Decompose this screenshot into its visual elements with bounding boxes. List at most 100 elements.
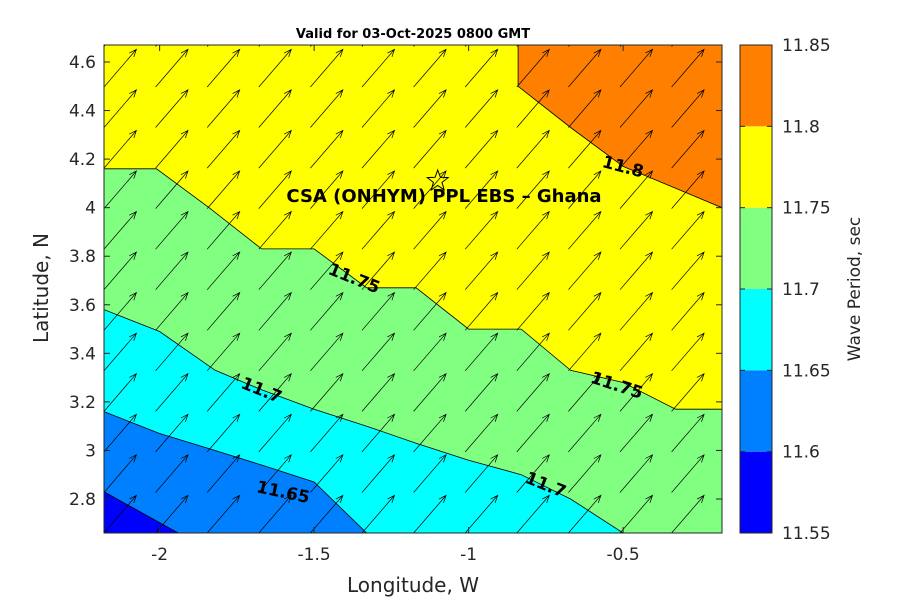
vector-arrow: [206, 291, 241, 331]
vector-arrow: [671, 413, 705, 453]
y-tick-label: 4: [85, 199, 96, 219]
vector-arrow: [516, 413, 550, 453]
vector-arrow: [413, 291, 447, 331]
colorbar-tick-label: 11.8: [782, 117, 820, 137]
vector-arrow: [155, 48, 189, 88]
vector-arrow: [310, 291, 344, 331]
vector-arrow: [310, 48, 344, 88]
vector-arrow: [568, 372, 602, 412]
vector-arrow: [619, 413, 654, 453]
vector-arrow: [464, 413, 499, 453]
vector-arrow: [413, 413, 447, 453]
vector-arrow: [671, 45, 674, 47]
colorbar-band: [740, 207, 772, 289]
vector-arrow: [206, 372, 241, 412]
y-tick-label: 3.4: [69, 344, 96, 364]
vector-arrow: [619, 494, 654, 533]
vector-arrow: [104, 291, 138, 331]
x-tick-label: -1: [460, 545, 477, 565]
vector-arrow: [206, 48, 241, 88]
vector-arrow: [104, 45, 106, 47]
vector-arrow: [619, 332, 654, 372]
vector-arrow: [258, 45, 261, 47]
vector-arrow: [206, 251, 241, 290]
vector-arrow: [310, 494, 344, 533]
vector-arrow: [516, 48, 550, 88]
wave-direction-vectors: [104, 9, 756, 533]
vector-arrow: [516, 291, 550, 331]
colorbar-tick-label: 11.6: [782, 443, 820, 463]
vector-arrow: [310, 332, 344, 372]
vector-arrow: [361, 170, 396, 209]
vector-arrow: [155, 210, 189, 250]
y-tick-label: 3.8: [69, 247, 96, 267]
vector-arrow: [104, 454, 138, 493]
colorbar-tick-label: 11.65: [782, 361, 831, 381]
vector-arrow: [671, 89, 705, 128]
y-tick-label: 4.2: [69, 150, 96, 170]
vector-arrow: [413, 454, 447, 493]
vector-arrow: [619, 210, 654, 250]
vector-arrow: [155, 45, 158, 47]
colorbar-tick-label: 11.75: [782, 199, 831, 219]
vector-arrow: [155, 170, 189, 209]
site-star-marker: [425, 168, 450, 192]
vector-arrow: [104, 332, 138, 372]
vector-arrow: [258, 332, 292, 372]
site-label: CSA (ONHYM) PPL EBS – Ghana: [286, 186, 601, 207]
vector-arrow: [155, 89, 189, 128]
vector-arrow: [568, 210, 602, 250]
vector-arrow: [568, 48, 602, 88]
vector-arrow: [206, 170, 241, 209]
vector-arrow: [361, 372, 396, 412]
vector-arrow: [361, 413, 396, 453]
vector-arrow: [413, 372, 447, 412]
vector-arrow: [671, 372, 705, 412]
colorbar-band: [740, 126, 772, 208]
vector-arrow: [155, 251, 189, 290]
vector-arrow: [258, 413, 292, 453]
vector-arrow: [155, 413, 189, 453]
vector-arrow: [516, 494, 550, 533]
vector-arrow: [568, 45, 571, 47]
vector-arrow: [258, 89, 292, 128]
vector-arrow: [413, 251, 447, 290]
vector-arrow: [104, 251, 138, 290]
vector-arrow: [671, 129, 705, 169]
vector-arrow: [206, 332, 241, 372]
vector-arrow: [671, 454, 705, 493]
vector-arrow: [671, 494, 705, 533]
vector-arrow: [104, 210, 138, 250]
vector-arrow: [258, 251, 292, 290]
vector-arrow: [206, 413, 241, 453]
y-tick-label: 2.8: [69, 490, 96, 510]
vector-arrow: [619, 454, 654, 493]
vector-arrow: [104, 413, 138, 453]
colorbar-band: [740, 289, 772, 371]
vector-arrow: [516, 210, 550, 250]
vector-arrow: [155, 372, 189, 412]
colorbar-band: [740, 370, 772, 452]
vector-arrow: [568, 291, 602, 331]
vector-arrow: [310, 454, 344, 493]
vector-arrow: [516, 129, 550, 169]
vector-arrow: [155, 129, 189, 169]
vector-arrow: [310, 372, 344, 412]
vector-arrow: [723, 9, 756, 47]
vector-arrow: [619, 251, 654, 290]
vector-arrow: [516, 372, 550, 412]
vector-arrow: [361, 291, 396, 331]
vector-arrow: [413, 48, 447, 88]
vector-arrow: [310, 251, 344, 290]
vector-arrow: [619, 45, 622, 47]
x-axis-label: Longitude, W: [347, 573, 479, 597]
vector-arrow: [516, 332, 550, 372]
vector-arrow: [671, 251, 705, 290]
vector-arrow: [104, 89, 138, 128]
vector-arrow: [155, 494, 189, 533]
vector-arrow: [516, 454, 550, 493]
y-tick-label: 4.4: [69, 102, 96, 122]
vector-arrow: [568, 129, 602, 169]
vector-arrow: [516, 89, 550, 128]
